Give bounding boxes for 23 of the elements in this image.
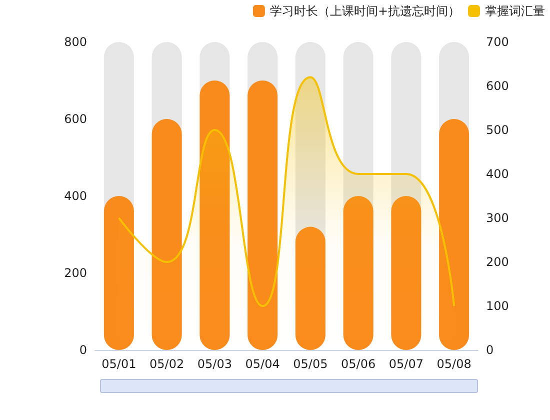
x-tick-label: 05/08: [436, 357, 472, 371]
y-tick-label: 0: [79, 343, 87, 357]
y2-tick-label: 100: [486, 299, 509, 313]
x-tick-label: 05/04: [245, 357, 280, 371]
y2-tick-label: 400: [486, 167, 509, 181]
y2-tick-label: 0: [486, 343, 494, 357]
y2-tick-label: 300: [486, 211, 509, 225]
x-tick-label: 05/06: [341, 357, 376, 371]
y2-tick-label: 600: [486, 79, 509, 93]
x-tick-label: 05/05: [293, 357, 328, 371]
legend-label: 掌握词汇量: [485, 4, 545, 18]
legend-label: 学习时长（上课时间+抗遗忘时间）: [270, 4, 460, 18]
y-tick-label: 600: [64, 112, 87, 126]
y2-tick-label: 700: [486, 35, 509, 49]
y-tick-label: 800: [64, 35, 87, 49]
y2-tick-label: 500: [486, 123, 509, 137]
y2-tick-label: 200: [486, 255, 509, 269]
x-tick-label: 05/07: [388, 357, 424, 371]
y-tick-label: 400: [64, 189, 87, 203]
x-tick-label: 05/03: [197, 357, 232, 371]
x-tick-label: 05/01: [102, 357, 136, 371]
x-tick-label: 05/02: [150, 357, 184, 371]
y-tick-label: 200: [64, 266, 87, 280]
